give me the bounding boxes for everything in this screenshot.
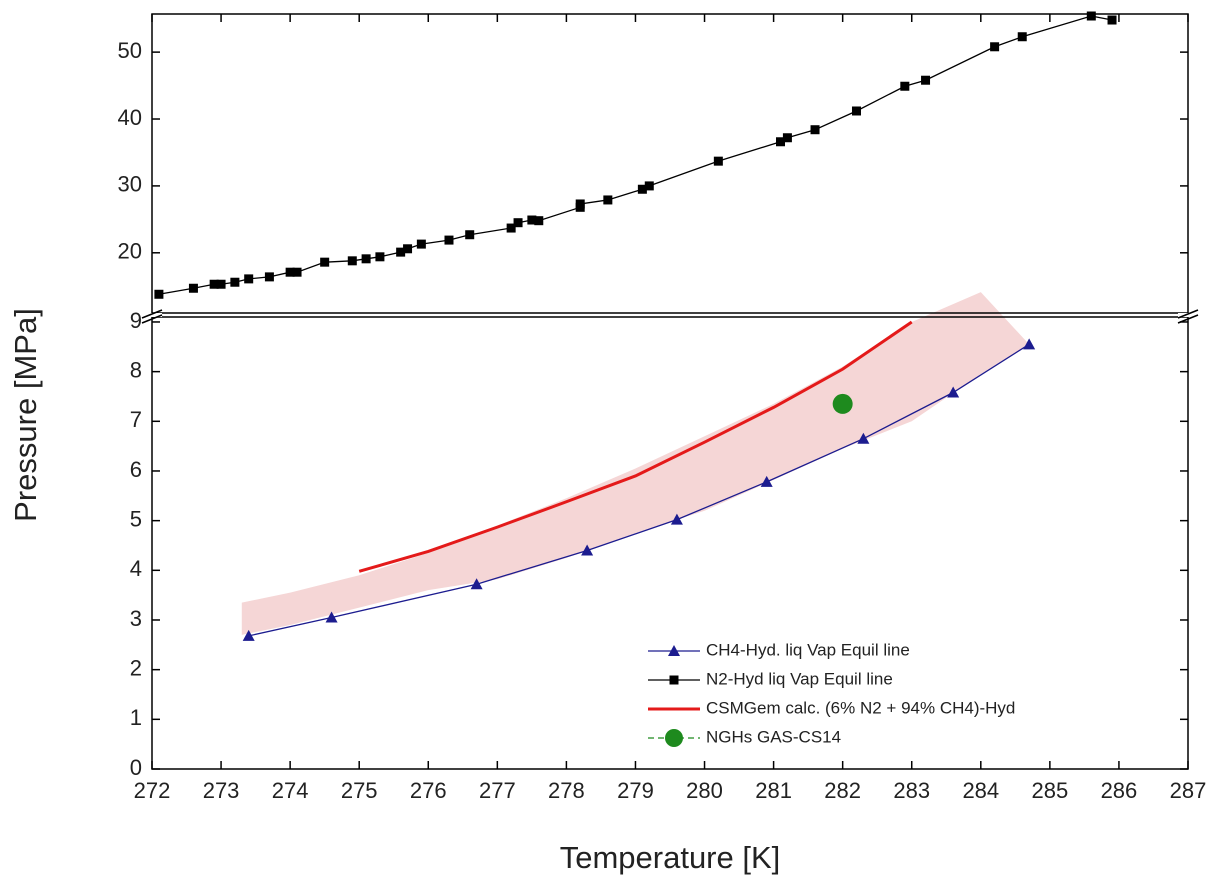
y-tick-label: 6	[130, 457, 142, 482]
x-tick-label: 273	[203, 778, 240, 803]
square-marker	[209, 279, 219, 289]
x-tick-label: 287	[1170, 778, 1207, 803]
square-marker	[285, 267, 295, 277]
circle-marker	[832, 393, 853, 414]
square-marker	[776, 137, 786, 147]
square-marker	[292, 267, 302, 277]
y-tick-label: 3	[130, 606, 142, 631]
legend-text: N2-Hyd liq Vap Equil line	[706, 669, 893, 688]
legend-text: CSMGem calc. (6% N2 + 94% CH4)-Hyd	[706, 698, 1015, 717]
y-tick-label: 1	[130, 705, 142, 730]
x-tick-label: 286	[1101, 778, 1138, 803]
triangle-marker	[581, 544, 594, 556]
square-marker	[990, 42, 1000, 52]
square-marker	[534, 216, 544, 226]
x-tick-label: 282	[824, 778, 861, 803]
square-marker	[320, 257, 330, 267]
square-marker	[644, 181, 654, 191]
x-tick-label: 283	[893, 778, 930, 803]
axis-break-gap	[1178, 313, 1198, 317]
square-marker	[506, 223, 516, 233]
square-marker	[403, 244, 413, 254]
axis-break	[141, 314, 163, 324]
square-marker	[713, 156, 723, 166]
x-tick-label: 275	[341, 778, 378, 803]
x-tick-label: 280	[686, 778, 723, 803]
x-tick-label: 285	[1032, 778, 1069, 803]
y-tick-label: 7	[130, 407, 142, 432]
x-tick-label: 276	[410, 778, 447, 803]
triangle-marker	[857, 432, 870, 444]
axis-break	[141, 309, 163, 319]
axis-break	[1177, 314, 1199, 324]
square-marker	[375, 252, 385, 262]
legend-marker	[665, 729, 683, 747]
square-marker	[1017, 32, 1027, 42]
square-marker	[244, 274, 254, 284]
square-marker	[264, 272, 274, 282]
square-marker	[347, 256, 357, 266]
square-marker	[810, 125, 820, 135]
square-marker	[900, 81, 910, 91]
square-marker	[444, 235, 454, 245]
x-tick-label: 272	[134, 778, 171, 803]
triangle-marker	[325, 611, 338, 623]
square-marker	[396, 247, 406, 257]
plot-frame	[151, 316, 1189, 770]
y-axis-title: Pressure [MPa]	[8, 308, 43, 522]
y-tick-label: 9	[130, 308, 142, 333]
square-marker	[216, 279, 226, 289]
square-marker	[782, 133, 792, 143]
square-marker	[637, 184, 647, 194]
y-tick-label: 4	[130, 556, 142, 581]
legend-text: CH4-Hyd. liq Vap Equil line	[706, 640, 910, 659]
axis-break	[1177, 309, 1199, 319]
x-tick-label: 284	[962, 778, 999, 803]
legend-marker	[669, 675, 679, 685]
square-marker	[1086, 11, 1096, 21]
square-marker	[465, 230, 475, 240]
y-tick-label: 50	[118, 38, 142, 63]
square-marker	[230, 277, 240, 287]
x-tick-label: 274	[272, 778, 309, 803]
square-marker	[851, 106, 861, 116]
triangle-marker	[760, 475, 773, 487]
triangle-marker	[947, 386, 960, 398]
x-tick-label: 281	[755, 778, 792, 803]
square-marker	[1107, 15, 1117, 25]
shaded-region	[241, 292, 1030, 635]
y-tick-label: 40	[118, 105, 142, 130]
square-marker	[188, 283, 198, 293]
x-tick-label: 279	[617, 778, 654, 803]
y-tick-label: 30	[118, 172, 142, 197]
square-marker	[921, 75, 931, 85]
series-line	[158, 15, 1113, 295]
legend-text: NGHs GAS-CS14	[706, 727, 841, 746]
square-marker	[416, 239, 426, 249]
series-line	[358, 320, 913, 573]
square-marker	[575, 199, 585, 209]
legend-marker	[668, 645, 680, 656]
triangle-marker	[1023, 338, 1036, 350]
triangle-marker	[242, 629, 255, 641]
y-tick-label: 2	[130, 655, 142, 680]
square-marker	[154, 289, 164, 299]
x-tick-label: 278	[548, 778, 585, 803]
plot-frame	[151, 13, 1189, 314]
triangle-marker	[670, 513, 683, 525]
y-tick-label: 8	[130, 357, 142, 382]
y-tick-label: 20	[118, 239, 142, 264]
x-axis-title: Temperature [K]	[560, 840, 781, 875]
square-marker	[603, 195, 613, 205]
square-marker	[527, 215, 537, 225]
square-marker	[513, 218, 523, 228]
triangle-marker	[470, 578, 483, 590]
x-tick-label: 277	[479, 778, 516, 803]
square-marker	[361, 254, 371, 264]
y-tick-label: 5	[130, 506, 142, 531]
axis-break-gap	[142, 313, 162, 317]
y-tick-label: 0	[130, 755, 142, 780]
